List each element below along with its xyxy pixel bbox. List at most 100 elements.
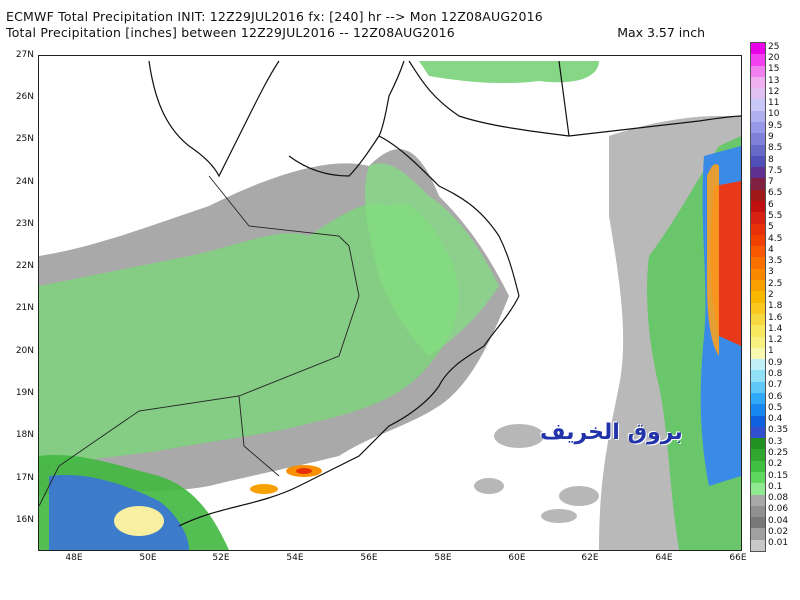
legend-swatch (751, 460, 765, 473)
legend-swatch (751, 122, 765, 134)
legend-swatch (751, 65, 765, 78)
lat-label-24n: 24N (15, 177, 34, 187)
coastlines (148, 60, 741, 527)
lon-label-60e: 60E (508, 553, 526, 563)
legend-swatch (751, 404, 765, 417)
precip-sea-spots (474, 424, 599, 523)
legend-label: 0.9 (768, 357, 783, 368)
legend-swatch (751, 336, 765, 349)
lon-label-48e: 48E (65, 553, 83, 563)
legend-label: 6.5 (768, 188, 783, 199)
legend-swatch (751, 449, 765, 462)
lat-label-26n: 26N (15, 92, 34, 102)
legend-swatch (751, 178, 765, 191)
legend-label: 13 (768, 75, 780, 86)
legend-label: 7 (768, 177, 774, 188)
legend-label: 10 (768, 109, 780, 120)
legend-label: 15 (768, 64, 780, 75)
legend-label: 0.01 (768, 538, 789, 549)
lat-label-16n: 16N (15, 515, 34, 525)
legend-swatch (751, 133, 765, 146)
legend-label: 0.15 (768, 470, 789, 481)
legend-label: 0.1 (768, 481, 783, 492)
max-value-label: Max 3.57 inch (617, 25, 705, 40)
legend-swatch (751, 155, 765, 168)
legend-swatch (751, 438, 765, 450)
legend-label: 8.5 (768, 143, 783, 154)
legend-label: 1.4 (768, 323, 783, 334)
legend-label: 1 (768, 346, 774, 357)
legend-swatch (751, 359, 765, 371)
legend-label: 9 (768, 131, 774, 142)
legend-swatch (751, 234, 765, 247)
lon-label-56e: 56E (360, 553, 378, 563)
legend-label: 5.5 (768, 210, 783, 221)
legend-label: 11 (768, 98, 780, 109)
legend-label: 25 (768, 41, 780, 52)
lon-label-54e: 54E (286, 553, 304, 563)
legend-swatch (751, 54, 765, 67)
legend-label: 2 (768, 290, 774, 300)
lat-label-17n: 17N (15, 473, 34, 483)
legend-swatch (751, 257, 765, 270)
legend-label: 1.6 (768, 312, 783, 323)
precip-green-oman (364, 163, 499, 356)
chart-subtitle: Total Precipitation [inches] between 12Z… (6, 25, 455, 40)
legend-swatch (751, 291, 765, 304)
legend-swatch (751, 167, 765, 179)
map-canvas (39, 56, 741, 550)
legend-swatch (751, 517, 765, 529)
precip-iran-band (419, 61, 599, 84)
legend-label: 7.5 (768, 165, 783, 176)
legend-swatch (751, 392, 765, 405)
legend-swatch (751, 88, 765, 100)
legend-swatch (751, 302, 765, 315)
lon-label-66e: 66E (729, 553, 747, 563)
legend-swatch (751, 144, 765, 157)
lat-label-19n: 19N (15, 388, 34, 398)
legend-label: 0.7 (768, 380, 783, 391)
legend-label: 0.02 (768, 527, 789, 538)
lon-label-58e: 58E (434, 553, 452, 563)
chart-title: ECMWF Total Precipitation INIT: 12Z29JUL… (6, 9, 543, 24)
legend-swatch (751, 483, 765, 496)
legend-label: 4 (768, 244, 774, 255)
legend-swatch (751, 268, 765, 281)
legend-swatch (751, 110, 765, 123)
precip-orange-sea-east (707, 164, 719, 356)
lat-label-22n: 22N (15, 261, 34, 271)
legend-label: 0.5 (768, 402, 783, 413)
legend-swatch (751, 347, 765, 360)
legend-label: 0.8 (768, 369, 783, 380)
legend-label: 1.2 (768, 335, 783, 346)
legend-swatch (751, 76, 765, 89)
legend-swatch (751, 505, 765, 518)
lat-label-27n: 27N (15, 50, 34, 60)
legend-label: 0.4 (768, 414, 783, 425)
legend-label: 9.5 (768, 120, 783, 131)
legend-label: 3 (768, 267, 774, 278)
legend-swatch (751, 43, 765, 55)
legend-swatch (751, 370, 765, 383)
legend-swatch (751, 381, 765, 394)
precipitation-map (38, 55, 742, 551)
legend-label: 5 (768, 222, 774, 233)
legend-swatch (751, 313, 765, 326)
lat-label-21n: 21N (15, 303, 34, 313)
borders (39, 175, 360, 507)
lat-label-25n: 25N (15, 134, 34, 144)
color-scale-legend (750, 42, 766, 552)
legend-label: 0.06 (768, 504, 789, 515)
legend-swatch (751, 426, 765, 439)
lon-label-64e: 64E (655, 553, 673, 563)
legend-label: 0.2 (768, 459, 783, 470)
precip-orange-spot-2 (250, 484, 278, 494)
precip-red-spot (296, 468, 312, 474)
legend-label: 0.04 (768, 515, 789, 526)
legend-swatch (751, 246, 765, 258)
legend-label: 8 (768, 154, 774, 165)
precip-yellow-core (114, 506, 164, 536)
lat-label-20n: 20N (15, 346, 34, 356)
legend-label: 3.5 (768, 256, 783, 267)
legend-swatch (751, 539, 765, 552)
